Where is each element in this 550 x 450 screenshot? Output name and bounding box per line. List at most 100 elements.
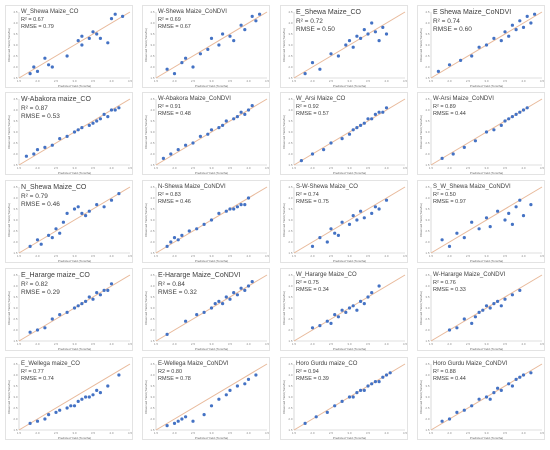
- y-axis-label: Observed Yield (Tons/ha): [282, 115, 286, 149]
- y-tick-label: 4.5: [288, 97, 293, 101]
- data-point: [366, 117, 370, 121]
- x-tick-label: 4.5: [265, 342, 270, 346]
- x-axis-label: Predicted Yield (Tons/ha): [195, 259, 228, 263]
- y-tick-label: 2.5: [13, 317, 18, 321]
- scatter-panel: 1.5 1.5 2.0 2.0 2.5 2.5 3.0 3.0 3.5 3.5 4.0 4.0 4.5 4…: [142, 180, 270, 263]
- x-tick-label: 2.5: [329, 254, 334, 258]
- rmse-label: RMSE = 0.57: [296, 111, 329, 117]
- x-tick-label: 1.5: [154, 342, 159, 346]
- data-point: [250, 14, 254, 18]
- x-tick-label: 3.0: [72, 254, 77, 258]
- data-point: [76, 39, 80, 43]
- data-point: [533, 12, 537, 16]
- x-tick-label: 2.5: [466, 79, 471, 83]
- scatter-plot: 1.51.5 2.0 2.0 2.5 2.5 3.0 3.0 3.5 3.5 4.0 4.0 4.5 4…: [419, 97, 544, 175]
- x-tick-label: 3.5: [503, 254, 508, 258]
- data-point: [484, 304, 489, 308]
- data-point: [318, 324, 322, 328]
- data-point: [518, 288, 522, 292]
- data-point: [54, 227, 58, 231]
- data-point: [510, 384, 514, 388]
- data-point: [477, 397, 481, 401]
- data-point: [310, 61, 315, 65]
- r-squared-label: R2 = 0.80: [158, 369, 183, 375]
- x-tick-label: 4.0: [109, 79, 114, 83]
- rmse-label: RMSE = 0.67: [158, 24, 191, 30]
- y-tick-label: 3.0: [150, 395, 155, 399]
- scatter-plot: 1.51.5 2.0 2.0 2.5 2.5 3.0 3.0 3.5 3.5 4.0 4.0 4.5 4…: [419, 185, 544, 263]
- y-tick-label: 3.0: [150, 306, 155, 310]
- x-tick-label: 4.0: [109, 254, 114, 258]
- r-squared-label: R² = 0.83: [158, 192, 181, 198]
- scatter-panel: 1.5 1.5 2.0 2.0 2.5 2.5 3.0 3.0 3.5 3.5 4.0 4.0 4.5 4…: [417, 357, 545, 440]
- x-tick-label: 2.0: [172, 254, 177, 258]
- data-point: [209, 36, 214, 40]
- data-point: [161, 156, 165, 160]
- data-point: [169, 240, 173, 244]
- x-axis-label: Predicted Yield (Tons/ha): [195, 84, 228, 88]
- data-point: [195, 227, 199, 231]
- x-tick-label: 2.5: [54, 431, 59, 435]
- data-point: [117, 373, 121, 377]
- x-tick-label: 2.5: [191, 431, 196, 435]
- data-point: [470, 220, 474, 224]
- data-point: [202, 413, 206, 417]
- data-point: [470, 404, 474, 408]
- scatter-panel: 1.5 1.5 2.0 2.0 2.5 2.5 3.0 3.0 3.5 3.5 4.0 4.0 4.5 4…: [417, 5, 545, 88]
- x-axis-label: Predicted Yield (Tons/ha): [470, 84, 503, 88]
- data-point: [235, 115, 239, 119]
- x-tick-label: 4.5: [403, 166, 408, 170]
- x-tick-label: 2.0: [35, 254, 40, 258]
- data-point: [32, 152, 36, 156]
- data-point: [329, 321, 333, 325]
- y-tick-label: 2.5: [425, 317, 430, 321]
- data-point: [347, 395, 352, 399]
- data-point: [187, 229, 191, 233]
- data-point: [521, 108, 526, 112]
- rmse-label: RMSE = 0.39: [296, 376, 329, 382]
- data-point: [232, 39, 236, 43]
- data-point: [510, 115, 514, 119]
- data-point: [243, 28, 247, 32]
- y-tick-label: 4.5: [13, 273, 18, 277]
- x-tick-label: 4.0: [521, 79, 526, 83]
- data-point: [499, 388, 503, 392]
- y-axis-label: Observed Yield (Tons/ha): [7, 203, 11, 237]
- x-tick-label: 3.0: [72, 79, 77, 83]
- x-tick-label: 1.5: [292, 79, 297, 83]
- x-tick-label: 3.5: [366, 79, 371, 83]
- y-tick-label: 2.0: [13, 417, 18, 421]
- y-axis-label: Observed Yield (Tons/ha): [7, 291, 11, 325]
- x-tick-label: 4.0: [109, 342, 114, 346]
- data-point: [359, 123, 363, 127]
- x-tick-label: 1.5: [429, 342, 434, 346]
- y-tick-label: 4.0: [288, 108, 293, 112]
- x-tick-label: 1.5: [292, 254, 297, 258]
- data-point: [329, 141, 333, 145]
- data-point: [65, 310, 69, 314]
- data-point: [344, 310, 348, 314]
- data-point: [228, 207, 232, 211]
- data-point: [518, 375, 522, 379]
- data-point: [355, 308, 359, 312]
- chart-title: E-Wellega Maize_CoNDVI: [158, 361, 229, 367]
- chart-title: S-W-Shewa Maize_CO: [296, 184, 358, 190]
- data-point: [325, 410, 329, 414]
- data-point: [180, 233, 184, 237]
- y-tick-label: 4.0: [425, 196, 430, 200]
- y-tick-label: 4.0: [13, 373, 18, 377]
- y-tick-label: 1.5: [150, 163, 155, 167]
- y-tick-label: 4.5: [425, 97, 430, 101]
- data-point: [384, 198, 389, 202]
- data-point: [514, 112, 518, 116]
- data-point: [58, 313, 62, 317]
- y-tick-label: 3.5: [13, 119, 18, 123]
- y-tick-label: 3.5: [288, 384, 293, 388]
- x-tick-label: 2.0: [447, 254, 452, 258]
- scatter-panel: 1.5 1.5 2.0 2.0 2.5 2.5 3.0 3.0 3.5 3.5 4.0 4.0 4.5 4…: [280, 92, 408, 175]
- data-point: [228, 297, 232, 301]
- x-tick-label: 2.0: [310, 254, 315, 258]
- y-axis-label: Observed Yield (Tons/ha): [419, 28, 423, 62]
- x-tick-label: 2.0: [447, 79, 452, 83]
- fit-line: [293, 11, 406, 79]
